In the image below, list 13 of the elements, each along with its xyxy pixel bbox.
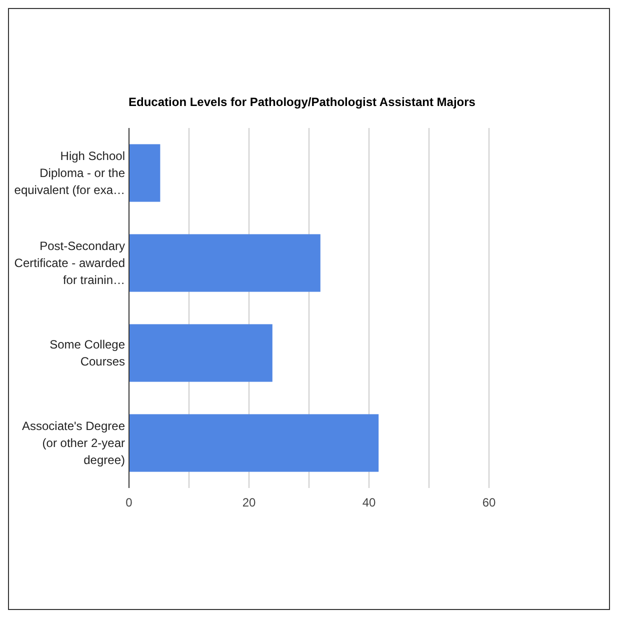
y-tick-label: Associate's Degree (or other 2-year degree) [22,419,126,467]
bar [129,144,160,202]
bar [129,234,320,292]
bar [129,324,272,382]
bar [129,414,379,472]
y-tick-label: Post-Secondary Certificate - awarded for trainin… [14,239,125,287]
y-tick-label: High School Diploma - or the equivalent (for exa… [14,149,126,197]
x-tick-label: 20 [242,496,256,510]
x-tick-label: 40 [362,496,376,510]
y-tick-label: Some College Courses [50,338,126,368]
x-tick-label: 60 [482,496,496,510]
chart-title: Education Levels for Pathology/Pathologist Assistant Majors [128,95,476,109]
x-tick-label: 0 [126,496,133,510]
